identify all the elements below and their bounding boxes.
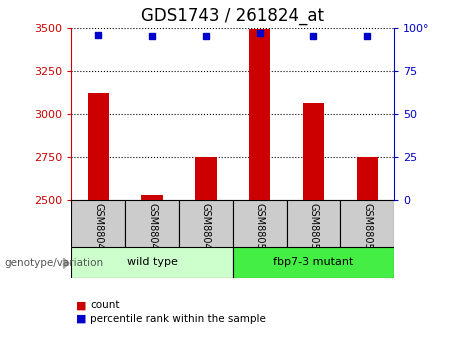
Bar <box>88 93 109 200</box>
Bar <box>233 200 287 247</box>
Text: GSM88044: GSM88044 <box>147 203 157 256</box>
Text: GSM88052: GSM88052 <box>254 203 265 256</box>
Text: GSM88045: GSM88045 <box>201 203 211 256</box>
Text: count: count <box>90 300 119 310</box>
Bar <box>125 200 179 247</box>
Bar <box>287 200 340 247</box>
Point <box>95 32 102 37</box>
Text: GSM88054: GSM88054 <box>362 203 372 256</box>
Bar <box>142 195 163 200</box>
Text: ■: ■ <box>76 314 87 324</box>
Polygon shape <box>64 258 69 268</box>
Text: ■: ■ <box>76 300 87 310</box>
Bar <box>233 247 394 278</box>
Bar <box>71 200 125 247</box>
Bar <box>71 247 233 278</box>
Text: genotype/variation: genotype/variation <box>5 258 104 268</box>
Text: wild type: wild type <box>127 257 177 267</box>
Bar <box>249 29 271 200</box>
Point <box>148 33 156 39</box>
Bar <box>195 157 217 200</box>
Point <box>202 33 210 39</box>
Text: GSM88043: GSM88043 <box>93 203 103 256</box>
Bar <box>356 157 378 200</box>
Text: GSM88053: GSM88053 <box>308 203 319 256</box>
Point <box>364 33 371 39</box>
Bar <box>340 200 394 247</box>
Point <box>310 33 317 39</box>
Title: GDS1743 / 261824_at: GDS1743 / 261824_at <box>142 7 324 25</box>
Bar <box>303 104 324 200</box>
Text: percentile rank within the sample: percentile rank within the sample <box>90 314 266 324</box>
Text: fbp7-3 mutant: fbp7-3 mutant <box>273 257 354 267</box>
Point <box>256 30 263 36</box>
Bar <box>179 200 233 247</box>
